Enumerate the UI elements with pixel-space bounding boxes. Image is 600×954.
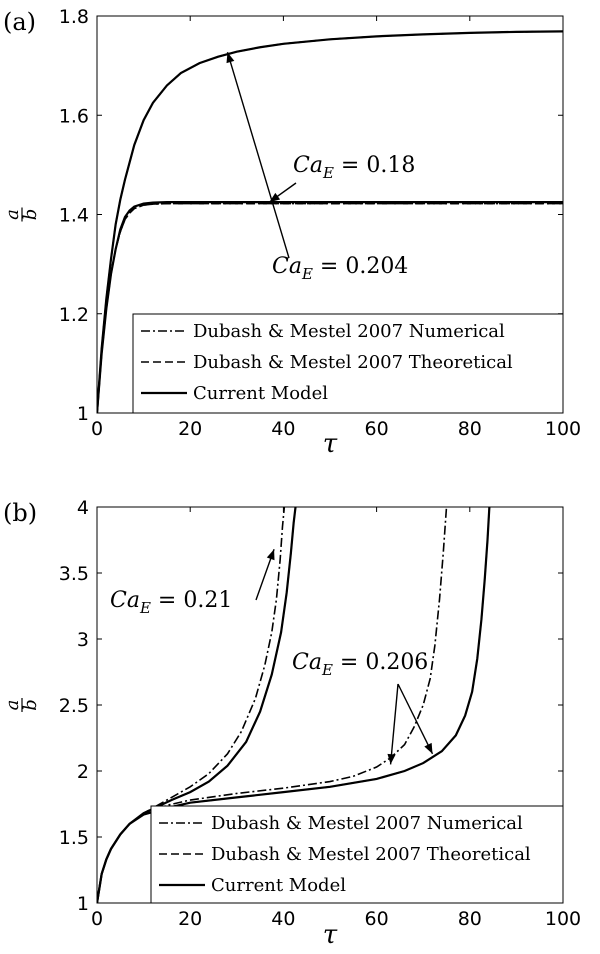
x-tick-label: 40: [271, 908, 295, 930]
legend: Dubash & Mestel 2007 Numerical Dubash & M…: [132, 313, 564, 414]
y-tick-label: 2: [77, 761, 89, 783]
annotation-arrow-head: [266, 549, 275, 561]
annotation-main: Ca: [292, 650, 322, 675]
legend-label: Dubash & Mestel 2007 Numerical: [193, 321, 505, 342]
series-line-dashdot-4: [97, 507, 448, 903]
y-tick-label: 2.5: [59, 695, 89, 717]
legend-box: [150, 805, 564, 904]
y-tick-label: 1: [77, 403, 89, 425]
panel-label: (a): [3, 8, 36, 36]
y-tick-label: 1: [77, 893, 89, 915]
annotation-main: Ca: [110, 588, 140, 613]
annotation-arrow-head: [387, 753, 396, 765]
y-axis-label: ab: [2, 698, 41, 712]
x-tick-label: 100: [545, 908, 581, 930]
legend-label: Current Model: [193, 383, 328, 404]
y-tick-label: 3.5: [59, 563, 89, 585]
panel-label: (b): [3, 499, 37, 527]
y-axis-label-numerator: a: [2, 209, 23, 220]
y-tick-label: 1.8: [59, 6, 89, 28]
annotation-subscript: E: [322, 164, 334, 182]
series-line-solid-3: [97, 30, 563, 413]
y-tick-label: 1.5: [59, 827, 89, 849]
annotation-value: = 0.204: [313, 254, 408, 279]
y-tick-label: 3: [77, 629, 89, 651]
legend-label: Dubash & Mestel 2007 Numerical: [211, 813, 523, 834]
x-tick-label: 0: [91, 418, 103, 440]
series-line-solid-6: [97, 507, 491, 903]
y-tick-label: 4: [77, 497, 89, 519]
legend-label: Dubash & Mestel 2007 Theoretical: [193, 352, 513, 373]
y-tick-label: 1.2: [59, 304, 89, 326]
annotation-subscript: E: [321, 661, 333, 679]
annotation-arrow-head: [269, 192, 281, 203]
y-axis-label-numerator: a: [2, 700, 23, 711]
x-tick-label: 60: [365, 418, 389, 440]
legend-box: [132, 313, 564, 414]
x-tick-label: 80: [458, 908, 482, 930]
x-tick-label: 40: [271, 418, 295, 440]
annotation-arrow-head: [226, 52, 235, 64]
y-tick-label: 1.6: [59, 105, 89, 127]
y-axis-label-denominator: b: [20, 699, 41, 711]
x-axis-label: τ: [323, 429, 338, 459]
annotation-main: Ca: [293, 153, 323, 178]
legend-label: Current Model: [211, 875, 346, 896]
annotation-main: Ca: [272, 254, 302, 279]
annotation-arrow: [226, 52, 290, 259]
legend-label: Dubash & Mestel 2007 Theoretical: [211, 844, 531, 865]
x-tick-label: 20: [178, 908, 202, 930]
y-tick-label: 1.4: [59, 205, 89, 227]
annotation-label: CaE = 0.18: [293, 153, 415, 182]
annotation-arrow-2-head: [424, 742, 433, 754]
annotation-label: CaE = 0.21: [110, 588, 232, 617]
annotation-subscript: E: [139, 599, 151, 617]
annotation-value: = 0.18: [334, 153, 415, 178]
legend: Dubash & Mestel 2007 Numerical Dubash & M…: [150, 805, 564, 904]
y-axis-label-denominator: b: [20, 209, 41, 221]
annotation-label: CaE = 0.204: [272, 254, 408, 283]
x-tick-label: 80: [458, 418, 482, 440]
series-line-solid-6: [97, 200, 563, 413]
annotation-value: = 0.21: [151, 588, 232, 613]
annotation-value: = 0.206: [333, 650, 428, 675]
y-axis-label: ab: [2, 207, 41, 222]
x-axis-label: τ: [323, 920, 338, 950]
x-tick-label: 100: [545, 418, 581, 440]
annotation-label: CaE = 0.206: [292, 650, 428, 679]
annotation-subscript: E: [301, 265, 313, 283]
annotation-arrow: [389, 683, 399, 765]
annotation-arrow-2: [397, 683, 434, 755]
x-tick-label: 20: [178, 418, 202, 440]
x-tick-label: 0: [91, 908, 103, 930]
x-tick-label: 60: [365, 908, 389, 930]
